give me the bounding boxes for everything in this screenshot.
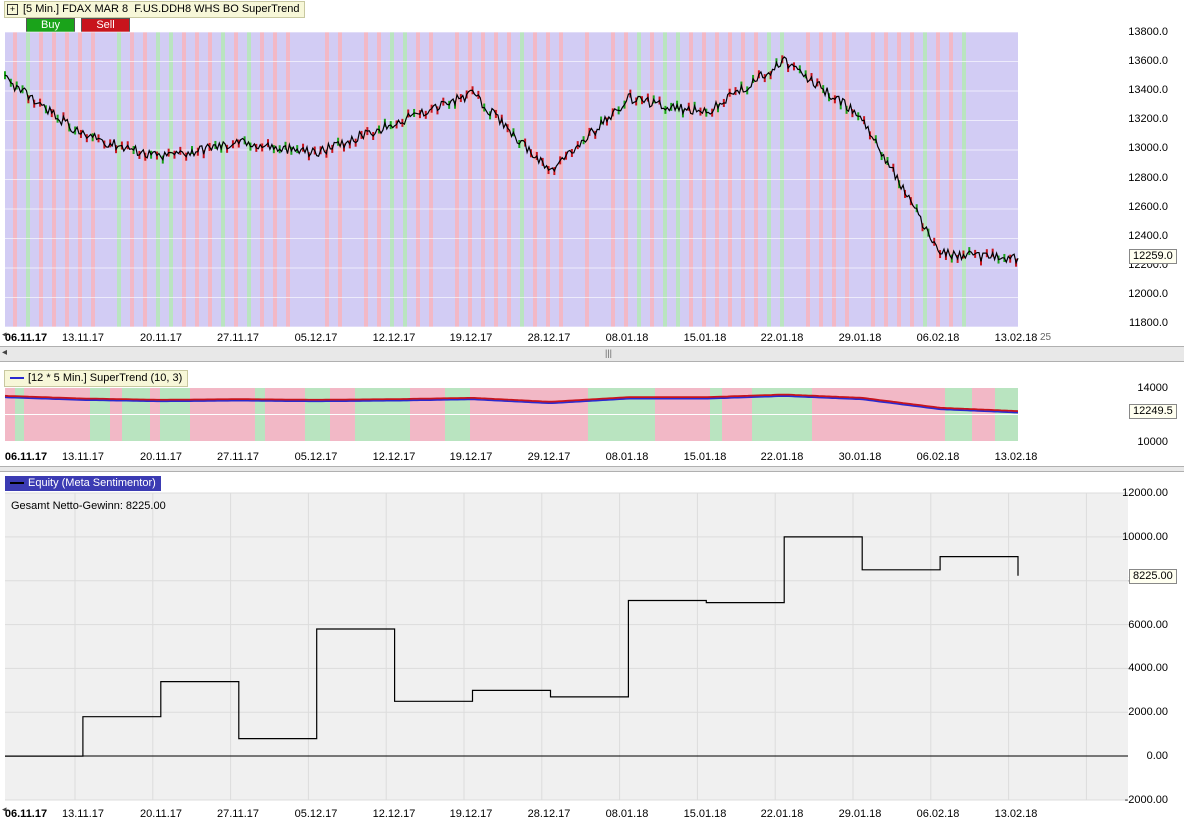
equity-x-tick: 20.11.17 xyxy=(139,808,182,820)
main-y-tick: 12400.0 xyxy=(1128,230,1168,242)
splitter-grip-icon[interactable]: ||| xyxy=(605,348,613,358)
main-x-tick: 13.02.18 xyxy=(994,332,1038,344)
equity-x-tick: 05.12.17 xyxy=(294,808,338,820)
indicator-x-tick: 29.12.17 xyxy=(527,451,571,463)
equity-y-tick: -2000.00 xyxy=(1124,794,1168,806)
indicator-x-tick: 22.01.18 xyxy=(760,451,804,463)
main-x-tick: 22.01.18 xyxy=(760,332,804,344)
main-x-tick: 06.02.18 xyxy=(916,332,960,344)
equity-grid xyxy=(5,492,1128,801)
indicator-x-tick: 05.12.17 xyxy=(294,451,338,463)
main-x-tick: 19.12.17 xyxy=(449,332,493,344)
main-x-tick: 27.11.17 xyxy=(216,332,259,344)
indicator-x-tick: 13.02.18 xyxy=(994,451,1038,463)
legend-line-icon xyxy=(10,482,24,485)
equity-y-tick: 12000.00 xyxy=(1122,487,1168,499)
equity-x-tick: 19.12.17 xyxy=(449,808,493,820)
equity-x-tick: 13.02.18 xyxy=(994,808,1038,820)
main-x-tick: 28.12.17 xyxy=(527,332,571,344)
equity-y-tick: 6000.00 xyxy=(1128,619,1168,631)
indicator-y-tick: 14000 xyxy=(1137,382,1168,394)
main-y-tick: 12000.0 xyxy=(1128,288,1168,300)
scroll-left-icon[interactable]: ◂ xyxy=(2,804,7,814)
equity-x-tick: 27.11.17 xyxy=(216,808,259,820)
equity-x-tick: 29.01.18 xyxy=(838,808,882,820)
equity-legend[interactable]: Equity (Meta Sentimentor) xyxy=(5,476,161,491)
indicator-x-tick: 06.02.18 xyxy=(916,451,960,463)
equity-last-tag: 8225.00 xyxy=(1129,569,1177,584)
indicator-y-tick: 10000 xyxy=(1137,436,1168,448)
supertrend-red-line xyxy=(4,393,1019,413)
equity-x-tick: 06.11.17 xyxy=(4,808,48,820)
main-y-tick: 13200.0 xyxy=(1128,113,1168,125)
equity-x-tick: 06.02.18 xyxy=(916,808,960,820)
main-x-tick: 05.12.17 xyxy=(294,332,338,344)
equity-x-tick: 28.12.17 xyxy=(527,808,571,820)
main-chart-title[interactable]: + [5 Min.] FDAX MAR 8 F.US.DDH8 WHS BO Su… xyxy=(4,1,305,18)
supertrend-blue-line xyxy=(4,395,1019,414)
pane-splitter[interactable]: ||| ◂ xyxy=(0,346,1184,362)
main-y-tick: 13800.0 xyxy=(1128,26,1168,38)
supertrend-legend-label: [12 * 5 Min.] SuperTrend (10, 3) xyxy=(28,372,183,384)
supertrend-legend[interactable]: [12 * 5 Min.] SuperTrend (10, 3) xyxy=(4,370,189,387)
indicator-x-tick: 19.12.17 xyxy=(449,451,493,463)
main-x-extra: 25 xyxy=(1040,332,1052,343)
net-profit-label: Gesamt Netto-Gewinn: 8225.00 xyxy=(11,500,166,512)
main-x-tick: 20.11.17 xyxy=(139,332,182,344)
equity-y-tick: 2000.00 xyxy=(1128,706,1168,718)
equity-x-tick: 12.12.17 xyxy=(372,808,416,820)
equity-background xyxy=(5,493,1128,800)
main-y-tick: 12600.0 xyxy=(1128,201,1168,213)
equity-series-line xyxy=(5,536,1019,757)
equity-x-tick: 08.01.18 xyxy=(605,808,649,820)
main-x-tick: 29.01.18 xyxy=(838,332,882,344)
main-y-tick: 13600.0 xyxy=(1128,55,1168,67)
main-y-tick: 13400.0 xyxy=(1128,84,1168,96)
instrument-label: [5 Min.] FDAX MAR 8 xyxy=(23,3,129,15)
indicator-last-tag: 12249.5 xyxy=(1129,404,1177,419)
equity-y-tick: 10000.00 xyxy=(1122,531,1168,543)
strategy-label: F.US.DDH8 WHS BO SuperTrend xyxy=(134,3,300,15)
equity-y-tick: 4000.00 xyxy=(1128,662,1168,674)
indicator-x-tick: 27.11.17 xyxy=(216,451,259,463)
main-y-tick: 13000.0 xyxy=(1128,142,1168,154)
indicator-x-tick: 20.11.17 xyxy=(139,451,182,463)
equity-x-tick: 15.01.18 xyxy=(683,808,727,820)
price-series-line xyxy=(4,56,1019,265)
indicator-x-tick: 15.01.18 xyxy=(683,451,727,463)
equity-x-tick: 22.01.18 xyxy=(760,808,804,820)
indicator-x-tick: 30.01.18 xyxy=(838,451,882,463)
main-x-tick: 15.01.18 xyxy=(683,332,727,344)
indicator-x-tick: 08.01.18 xyxy=(605,451,649,463)
main-x-axis: 06.11.17 13.11.17 20.11.17 27.11.17 05.1… xyxy=(0,330,1184,346)
indicator-x-tick: 12.12.17 xyxy=(372,451,416,463)
collapse-left-icon[interactable]: ◂ xyxy=(2,347,8,358)
indicator-x-tick: 13.11.17 xyxy=(61,451,104,463)
main-x-tick: 13.11.17 xyxy=(61,332,104,344)
equity-y-tick: 0.00 xyxy=(1146,750,1168,762)
main-x-tick: 08.01.18 xyxy=(605,332,649,344)
legend-line-icon xyxy=(10,377,24,380)
equity-legend-label: Equity (Meta Sentimentor) xyxy=(28,477,156,489)
equity-x-tick: 13.11.17 xyxy=(61,808,104,820)
main-x-tick: 06.11.17 xyxy=(4,332,48,344)
pane-splitter-2[interactable] xyxy=(0,466,1184,472)
main-y-tick: 11800.0 xyxy=(1129,317,1168,329)
scroll-left-icon[interactable]: ◂ xyxy=(2,329,7,339)
main-x-tick: 12.12.17 xyxy=(372,332,416,344)
equity-x-axis: 06.11.17 13.11.17 20.11.17 27.11.17 05.1… xyxy=(0,806,1184,822)
expand-icon[interactable]: + xyxy=(7,3,18,15)
main-grid xyxy=(5,31,1128,328)
last-price-tag: 12259.0 xyxy=(1129,249,1177,264)
indicator-x-axis: 06.11.17 13.11.17 20.11.17 27.11.17 05.1… xyxy=(0,449,1184,465)
indicator-x-tick: 06.11.17 xyxy=(4,451,48,463)
main-y-tick: 12800.0 xyxy=(1128,172,1168,184)
